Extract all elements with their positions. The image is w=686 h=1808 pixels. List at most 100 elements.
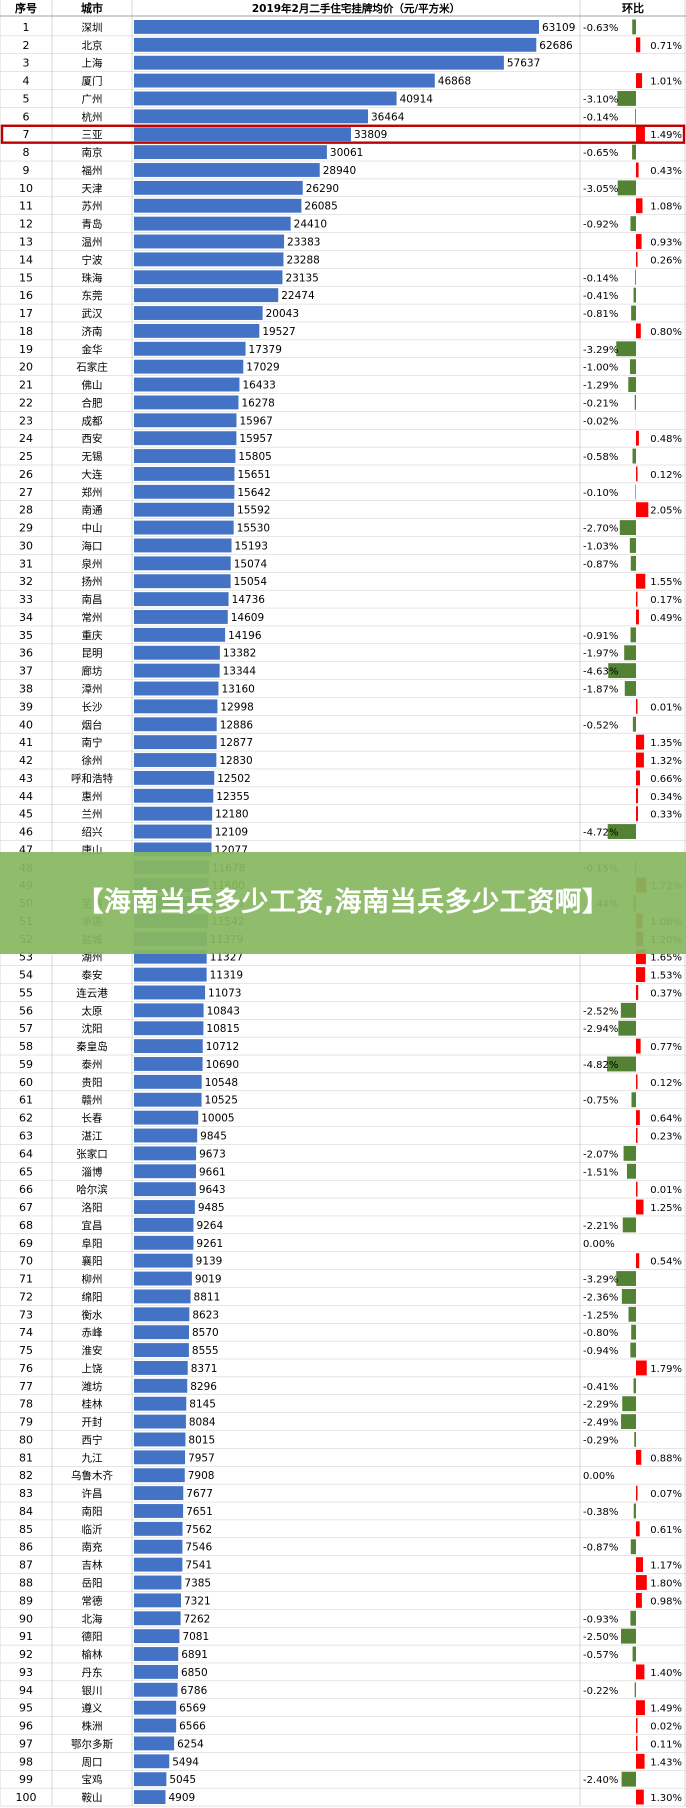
change-bar: [636, 770, 640, 786]
header-change: 环比: [622, 1, 644, 15]
change-label: -2.07%: [583, 1149, 618, 1160]
price-bar: [134, 1146, 197, 1161]
price-label: 40914: [400, 93, 434, 105]
price-bar: [134, 1432, 186, 1447]
city-label: 绍兴: [82, 826, 103, 839]
city-label: 宝鸡: [82, 1773, 103, 1786]
price-label: 10712: [206, 1041, 239, 1053]
change-label: -1.97%: [583, 649, 618, 660]
change-bar: [636, 1110, 640, 1126]
price-label: 17029: [246, 362, 279, 374]
city-label: 成都: [82, 415, 103, 427]
change-label: 0.33%: [650, 810, 682, 821]
city-label: 绵阳: [82, 1290, 103, 1303]
change-label: -1.00%: [583, 363, 618, 374]
change-label: -2.21%: [583, 1221, 618, 1232]
price-bar: [134, 1307, 190, 1322]
price-label: 12830: [219, 755, 252, 767]
price-bar: [134, 288, 279, 303]
price-bar: [134, 1217, 194, 1232]
change-label: -0.38%: [583, 1507, 618, 1518]
rank-label: 32: [19, 575, 33, 588]
rank-label: 20: [19, 361, 33, 374]
price-bar: [134, 73, 435, 88]
rank-label: 81: [19, 1451, 33, 1464]
price-label: 7908: [188, 1470, 215, 1482]
price-bar: [134, 985, 206, 1000]
price-label: 28940: [323, 165, 356, 177]
change-label: 1.35%: [650, 738, 682, 749]
price-bar: [134, 556, 231, 571]
price-label: 10690: [206, 1059, 239, 1071]
price-label: 23383: [287, 237, 320, 249]
city-label: 泉州: [82, 557, 103, 570]
city-label: 合肥: [82, 396, 103, 409]
change-label: -0.94%: [583, 1346, 618, 1357]
rank-label: 62: [19, 1112, 33, 1125]
price-bar: [134, 1378, 188, 1393]
change-label: -1.29%: [583, 381, 618, 392]
price-bar: [134, 538, 232, 553]
rank-label: 69: [19, 1237, 33, 1250]
change-bar: [636, 323, 641, 339]
rank-label: 85: [19, 1523, 33, 1536]
rank-label: 34: [19, 611, 33, 624]
rank-label: 1: [23, 21, 30, 34]
price-bar: [134, 163, 320, 177]
change-label: 0.66%: [650, 774, 682, 785]
change-bar: [636, 1253, 640, 1269]
rank-label: 15: [19, 271, 33, 284]
price-bar: [134, 502, 235, 517]
rank-label: 41: [19, 736, 33, 749]
city-label: 杭州: [82, 110, 103, 123]
price-label: 14736: [232, 594, 266, 606]
change-label: 0.01%: [650, 702, 682, 713]
price-label: 15054: [234, 576, 268, 588]
price-bar: [134, 1468, 185, 1483]
change-bar: [636, 734, 645, 750]
change-label: 0.02%: [650, 1722, 682, 1733]
change-label: 2.05%: [650, 506, 682, 517]
change-bar: [616, 1271, 636, 1286]
change-label: 0.00%: [583, 1239, 615, 1250]
rank-label: 97: [19, 1737, 33, 1750]
price-label: 19527: [262, 326, 295, 338]
change-label: -2.49%: [583, 1418, 618, 1429]
price-bar: [134, 717, 217, 732]
city-label: 兰州: [82, 808, 103, 821]
city-label: 赤峰: [82, 1327, 103, 1339]
change-label: -0.87%: [583, 1543, 618, 1554]
price-bar: [134, 699, 218, 714]
city-label: 衡水: [82, 1309, 103, 1321]
change-label: 0.71%: [650, 41, 682, 52]
city-label: 许昌: [82, 1487, 103, 1500]
city-label: 廊坊: [82, 665, 103, 678]
price-bar: [134, 1700, 177, 1715]
rank-label: 57: [19, 1022, 33, 1035]
city-label: 上海: [82, 57, 103, 70]
city-label: 福州: [82, 164, 103, 177]
change-label: 1.25%: [650, 1203, 682, 1214]
change-bar: [636, 591, 638, 607]
price-bar: [134, 1271, 192, 1286]
price-bar: [134, 1092, 202, 1107]
price-bar: [134, 645, 220, 660]
price-label: 8555: [192, 1345, 219, 1357]
change-bar: [621, 1771, 636, 1787]
change-bar: [636, 73, 643, 89]
price-bar: [134, 1343, 189, 1357]
price-bar: [134, 1164, 196, 1179]
rank-label: 76: [19, 1362, 33, 1375]
price-label: 30061: [330, 147, 363, 159]
change-label: 0.54%: [650, 1257, 682, 1268]
change-label: 0.17%: [650, 595, 682, 606]
city-label: 淮安: [82, 1344, 103, 1357]
city-label: 北海: [82, 1612, 103, 1625]
price-label: 17379: [249, 344, 282, 356]
change-label: -4.72%: [583, 828, 618, 839]
rank-label: 74: [19, 1326, 33, 1339]
change-bar: [634, 1432, 636, 1447]
price-label: 9139: [196, 1256, 223, 1268]
city-label: 佛山: [82, 379, 103, 392]
change-bar: [636, 1485, 638, 1501]
